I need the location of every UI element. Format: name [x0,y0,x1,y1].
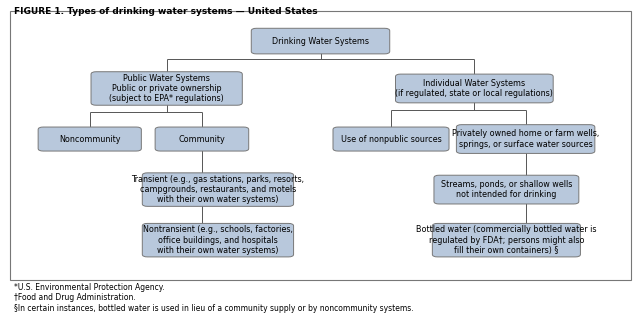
FancyBboxPatch shape [142,173,294,206]
Text: Drinking Water Systems: Drinking Water Systems [272,37,369,46]
FancyBboxPatch shape [10,11,631,280]
Text: Noncommunity: Noncommunity [59,135,121,143]
Text: Individual Water Systems
(if regulated, state or local regulations): Individual Water Systems (if regulated, … [395,79,553,98]
Text: FIGURE 1. Types of drinking water systems — United States: FIGURE 1. Types of drinking water system… [14,7,318,16]
Text: Streams, ponds, or shallow wells
not intended for drinking: Streams, ponds, or shallow wells not int… [441,180,572,199]
Text: §In certain instances, bottled water is used in lieu of a community supply or by: §In certain instances, bottled water is … [14,304,413,313]
FancyBboxPatch shape [38,127,141,151]
FancyBboxPatch shape [432,223,581,257]
FancyBboxPatch shape [91,72,242,105]
Text: *U.S. Environmental Protection Agency.: *U.S. Environmental Protection Agency. [14,283,165,292]
FancyBboxPatch shape [251,28,390,54]
FancyBboxPatch shape [434,175,579,204]
FancyBboxPatch shape [395,74,553,103]
Text: Use of nonpublic sources: Use of nonpublic sources [340,135,442,143]
Text: Transient (e.g., gas stations, parks, resorts,
campgrounds, restaurants, and mot: Transient (e.g., gas stations, parks, re… [131,175,304,204]
Text: Public Water Systems
Public or private ownership
(subject to EPA* regulations): Public Water Systems Public or private o… [109,74,224,103]
FancyBboxPatch shape [142,223,294,257]
Text: Community: Community [179,135,225,143]
Text: Bottled water (commercially bottled water is
regulated by FDA†; persons might al: Bottled water (commercially bottled wate… [416,225,597,255]
Text: †Food and Drug Administration.: †Food and Drug Administration. [14,293,136,302]
FancyBboxPatch shape [333,127,449,151]
Text: Privately owned home or farm wells,
springs, or surface water sources: Privately owned home or farm wells, spri… [452,129,599,149]
FancyBboxPatch shape [155,127,249,151]
FancyBboxPatch shape [456,125,595,153]
Text: Nontransient (e.g., schools, factories,
office buildings, and hospitals
with the: Nontransient (e.g., schools, factories, … [143,225,293,255]
